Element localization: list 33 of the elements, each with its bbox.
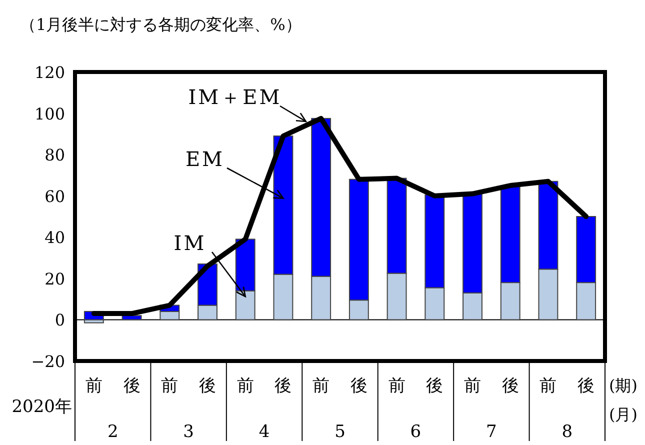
y-tick-label: 40 <box>44 228 65 248</box>
x-tick-label: 後 <box>350 376 368 396</box>
x-tick-label: 後 <box>274 376 292 396</box>
text: (期) <box>609 376 638 395</box>
x-tick-label: 後 <box>123 376 140 396</box>
x-tick-label: 前 <box>161 376 178 396</box>
x-tick-label: 前 <box>540 376 557 396</box>
text: 8 <box>562 422 573 442</box>
text: 4 <box>258 422 270 442</box>
x-tick-label: 前 <box>388 376 406 396</box>
chart-title: （1月後半に対する各期の変化率、%） <box>20 15 302 34</box>
text: 7 <box>486 422 497 442</box>
x-tick-label: 前 <box>236 376 254 396</box>
text: 2020年 <box>12 397 72 417</box>
y-tick-label: 0 <box>54 310 65 330</box>
y-tick-label: 120 <box>34 63 65 82</box>
y-tick-label: −20 <box>31 352 65 371</box>
text: 2 <box>107 422 118 442</box>
y-tick-label: 60 <box>44 186 65 206</box>
x-tick-label: 後 <box>426 376 444 396</box>
y-tick-label: 100 <box>34 104 65 124</box>
x-tick-label: 前 <box>312 376 330 396</box>
y-tick-label: 80 <box>44 146 65 165</box>
x-tick-label: 前 <box>85 376 102 396</box>
text: (月) <box>609 405 638 424</box>
x-tick-label: 前 <box>464 376 481 396</box>
text: 3 <box>183 422 194 442</box>
x-tick-label: 後 <box>578 376 595 396</box>
text: 5 <box>334 422 346 442</box>
y-tick-label: 20 <box>44 269 65 288</box>
x-tick-label: 後 <box>502 376 519 396</box>
x-tick-label: 後 <box>199 376 216 396</box>
text: 6 <box>410 422 422 442</box>
